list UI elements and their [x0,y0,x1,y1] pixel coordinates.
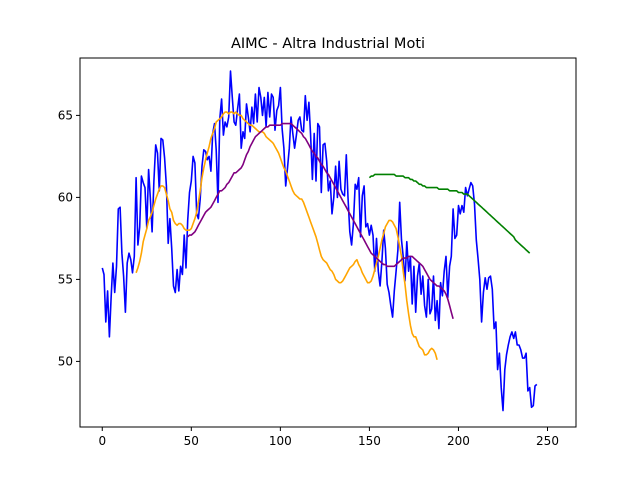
series-line-3 [368,173,531,254]
x-tick-label: 100 [269,434,292,448]
y-tick-label: 65 [58,108,73,122]
x-tick-label: 150 [358,434,381,448]
plot-frame [79,57,577,428]
series-line-0 [101,70,538,412]
y-tick-label: 60 [58,190,73,204]
x-tick-label: 200 [447,434,470,448]
series-layer [101,70,538,412]
x-tick-label: 0 [98,434,106,448]
series-line-2 [187,122,454,320]
chart-title: AIMC - Altra Industrial Moti [231,36,425,52]
x-tick-label: 50 [184,434,199,448]
series-line-1 [135,111,438,361]
y-axis: 50 55 60 65 [58,108,80,368]
x-axis: 0 50 100 150 200 250 [98,427,559,448]
y-tick-label: 55 [58,272,73,286]
x-tick-label: 250 [536,434,559,448]
y-tick-label: 50 [58,354,73,368]
